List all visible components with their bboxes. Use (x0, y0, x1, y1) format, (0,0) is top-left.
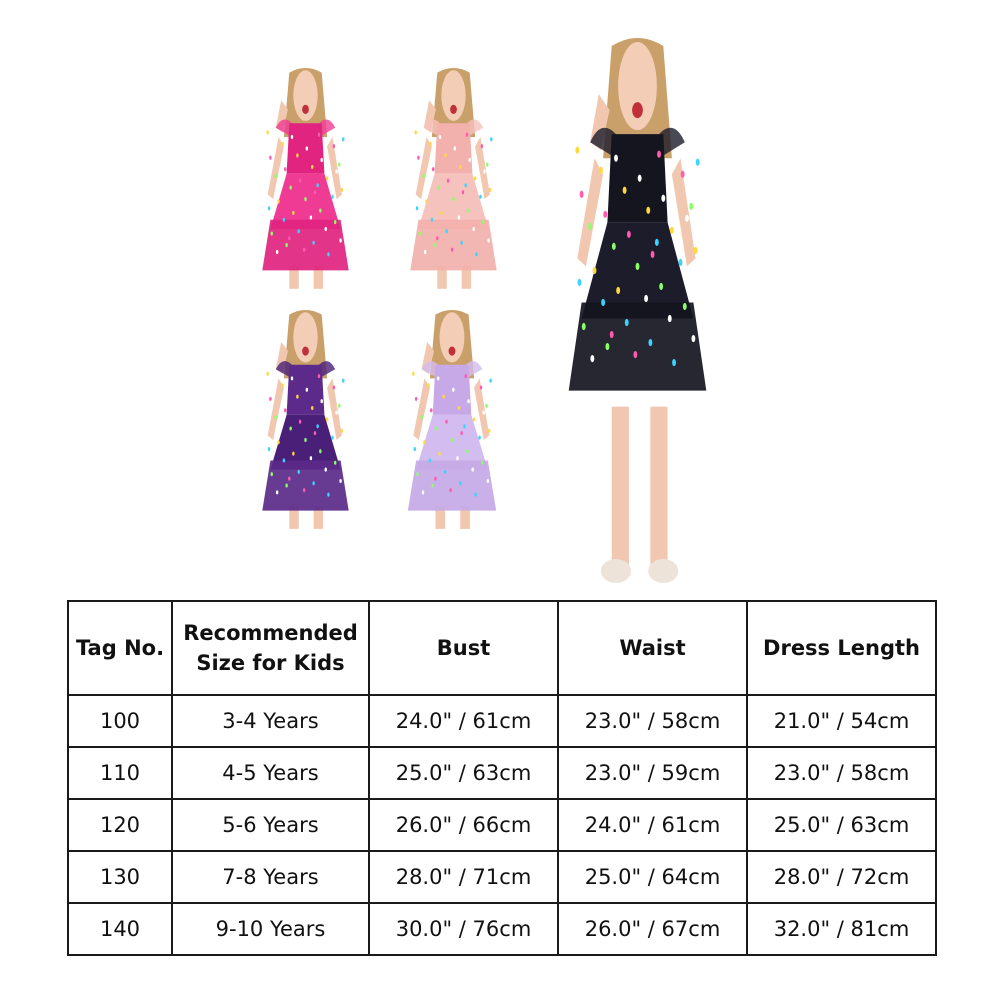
cell-waist: 24.0" / 61cm (557, 798, 748, 852)
table-header-row: Tag No. Recommended Size for Kids Bust W… (67, 600, 937, 696)
table-row: 130 7-8 Years 28.0" / 71cm 25.0" / 64cm 28.0… (67, 850, 937, 904)
cell-dress-length: 32.0" / 81cm (746, 902, 937, 956)
table-row: 100 3-4 Years 24.0" / 61cm 23.0" / 58cm 21.0… (67, 694, 937, 748)
cell-tag-no: 140 (67, 902, 173, 956)
cell-bust: 24.0" / 61cm (368, 694, 559, 748)
header-waist: Waist (557, 600, 748, 696)
header-bust: Bust (368, 600, 559, 696)
dress-photo-peach (386, 68, 521, 298)
cell-waist: 25.0" / 64cm (557, 850, 748, 904)
cell-tag-no: 120 (67, 798, 173, 852)
cell-waist: 23.0" / 58cm (557, 694, 748, 748)
cell-bust: 26.0" / 66cm (368, 798, 559, 852)
cell-tag-no: 110 (67, 746, 173, 800)
table-row: 110 4-5 Years 25.0" / 63cm 23.0" / 59cm 23.0… (67, 746, 937, 800)
table-row: 140 9-10 Years 30.0" / 76cm 26.0" / 67cm 32.… (67, 902, 937, 956)
header-tag-no: Tag No. (67, 600, 173, 696)
girl-in-dress-illustration (262, 68, 349, 289)
cell-dress-length: 23.0" / 58cm (746, 746, 937, 800)
cell-tag-no: 130 (67, 850, 173, 904)
cell-waist: 23.0" / 59cm (557, 746, 748, 800)
dress-photo-purple (238, 310, 373, 538)
cell-recommended-size: 4-5 Years (171, 746, 370, 800)
girl-in-dress-illustration (568, 38, 707, 583)
table-row: 120 5-6 Years 26.0" / 66cm 24.0" / 61cm 25.0… (67, 798, 937, 852)
cell-tag-no: 100 (67, 694, 173, 748)
dress-photo-pink (238, 68, 373, 298)
dress-photo-black (530, 38, 745, 583)
girl-in-dress-illustration (407, 310, 497, 529)
size-chart-table: Tag No. Recommended Size for Kids Bust W… (67, 600, 937, 956)
header-recommended-size: Recommended Size for Kids (171, 600, 370, 696)
dress-photo-lavender (383, 310, 521, 538)
girl-in-dress-illustration (410, 68, 497, 289)
cell-recommended-size: 5-6 Years (171, 798, 370, 852)
cell-dress-length: 25.0" / 63cm (746, 798, 937, 852)
header-line: Recommended (183, 621, 358, 645)
header-dress-length: Dress Length (746, 600, 937, 696)
cell-recommended-size: 7-8 Years (171, 850, 370, 904)
cell-recommended-size: 3-4 Years (171, 694, 370, 748)
girl-in-dress-illustration (262, 310, 349, 529)
cell-dress-length: 28.0" / 72cm (746, 850, 937, 904)
cell-bust: 30.0" / 76cm (368, 902, 559, 956)
cell-dress-length: 21.0" / 54cm (746, 694, 937, 748)
cell-bust: 25.0" / 63cm (368, 746, 559, 800)
header-line: Size for Kids (196, 651, 345, 675)
cell-bust: 28.0" / 71cm (368, 850, 559, 904)
cell-waist: 26.0" / 67cm (557, 902, 748, 956)
cell-recommended-size: 9-10 Years (171, 902, 370, 956)
